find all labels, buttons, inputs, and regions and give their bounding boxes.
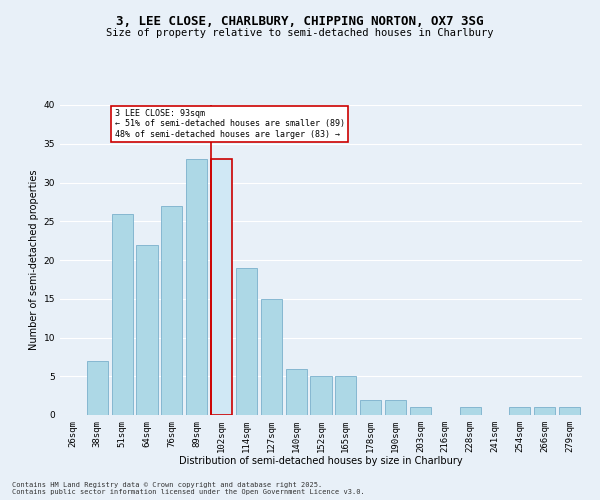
- X-axis label: Distribution of semi-detached houses by size in Charlbury: Distribution of semi-detached houses by …: [179, 456, 463, 466]
- Bar: [410, 407, 431, 415]
- Bar: [186, 159, 207, 415]
- Bar: [509, 407, 530, 415]
- Bar: [87, 361, 108, 415]
- Bar: [236, 268, 257, 415]
- Bar: [310, 376, 332, 415]
- Text: Contains HM Land Registry data © Crown copyright and database right 2025.
Contai: Contains HM Land Registry data © Crown c…: [12, 482, 365, 495]
- Bar: [211, 159, 232, 415]
- Text: 3, LEE CLOSE, CHARLBURY, CHIPPING NORTON, OX7 3SG: 3, LEE CLOSE, CHARLBURY, CHIPPING NORTON…: [116, 15, 484, 28]
- Bar: [286, 368, 307, 415]
- Bar: [161, 206, 182, 415]
- Bar: [261, 298, 282, 415]
- Bar: [385, 400, 406, 415]
- Bar: [360, 400, 381, 415]
- Bar: [559, 407, 580, 415]
- Bar: [534, 407, 555, 415]
- Bar: [136, 244, 158, 415]
- Y-axis label: Number of semi-detached properties: Number of semi-detached properties: [29, 170, 40, 350]
- Text: Size of property relative to semi-detached houses in Charlbury: Size of property relative to semi-detach…: [106, 28, 494, 38]
- Bar: [335, 376, 356, 415]
- Bar: [112, 214, 133, 415]
- Text: 3 LEE CLOSE: 93sqm
← 51% of semi-detached houses are smaller (89)
48% of semi-de: 3 LEE CLOSE: 93sqm ← 51% of semi-detache…: [115, 109, 344, 138]
- Bar: [460, 407, 481, 415]
